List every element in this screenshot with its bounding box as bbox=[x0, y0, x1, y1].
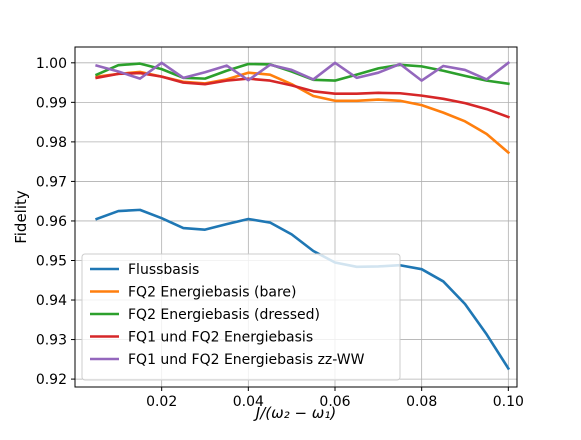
legend-label: Flussbasis bbox=[128, 262, 199, 278]
series-line-5 bbox=[95, 60, 511, 82]
y-tick-label: 0.97 bbox=[36, 174, 67, 190]
legend-label: FQ1 und FQ2 Energiebasis bbox=[128, 330, 313, 346]
legend: Flussbasis FQ2 Energiebasis (bare) FQ2 Ene… bbox=[81, 253, 401, 381]
y-tick-label: 0.95 bbox=[36, 253, 67, 269]
x-tick-label: 0.04 bbox=[233, 394, 264, 410]
x-tick-label: 0.08 bbox=[406, 394, 437, 410]
y-tick-label: 0.96 bbox=[36, 214, 67, 230]
series-line-4 bbox=[95, 71, 511, 119]
y-tick-label: 1.00 bbox=[36, 56, 67, 72]
y-axis-label: Fidelity bbox=[12, 190, 30, 244]
legend-label: FQ2 Energiebasis (bare) bbox=[128, 285, 297, 301]
series-line-1 bbox=[94, 208, 511, 371]
series-line-2 bbox=[95, 70, 511, 155]
x-tick-label: 0.02 bbox=[146, 394, 177, 410]
y-tick-label: 0.92 bbox=[36, 372, 67, 388]
x-axis-label: J/(ω₂ − ω₁) bbox=[253, 404, 336, 422]
x-tick-label: 0.06 bbox=[319, 394, 350, 410]
plot-frame bbox=[74, 46, 518, 388]
tick-layer: 0.02 0.04 0.06 0.08 0.10 0.92 0.93 0.94 0.95 0.96… bbox=[36, 56, 524, 410]
y-tick-label: 0.99 bbox=[36, 95, 67, 111]
x-tick-label: 0.10 bbox=[493, 394, 524, 410]
legend-box bbox=[81, 253, 401, 381]
series-layer bbox=[94, 60, 511, 371]
y-tick-label: 0.94 bbox=[36, 293, 67, 309]
y-tick-label: 0.93 bbox=[36, 333, 67, 349]
legend-label: FQ1 und FQ2 Energiebasis zz-WW bbox=[128, 352, 365, 368]
legend-label: FQ2 Energiebasis (dressed) bbox=[128, 307, 320, 323]
y-tick-label: 0.98 bbox=[36, 135, 67, 151]
